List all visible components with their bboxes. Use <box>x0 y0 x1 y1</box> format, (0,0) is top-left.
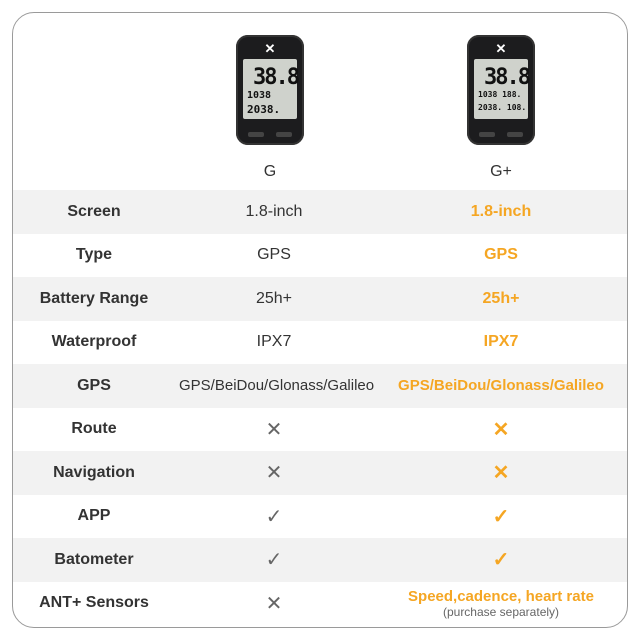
logo-icon: ✕ <box>495 41 507 56</box>
cross-icon: ✕ <box>265 592 283 615</box>
gplus-value: 25h+ <box>482 289 520 307</box>
device-g-image: ✕ 38.8 1038 2038. <box>236 35 304 145</box>
gplus-value: GPS <box>484 246 518 264</box>
gplus-value: Speed,cadence, heart rate (purchase separ… <box>383 588 619 619</box>
cross-icon: ✕ <box>265 462 283 485</box>
g-value: 1.8-inch <box>245 202 303 220</box>
table-row: Screen 1.8-inch 1.8-inch <box>13 190 627 234</box>
feature-label: Waterproof <box>51 333 137 351</box>
g-value: IPX7 <box>256 333 292 351</box>
feature-label: Type <box>75 246 113 264</box>
device-screen: 38.8 1038 2038. <box>243 59 300 119</box>
cross-icon: ✕ <box>492 462 510 485</box>
device-gplus-image: ✕ 38.8 1038 188. 2038. 108. <box>467 35 535 145</box>
feature-label: Navigation <box>53 463 135 481</box>
table-row: Batometer ✓ ✓ <box>13 538 627 582</box>
comparison-card: ✕ 38.8 1038 2038. ✕ 38.8 1038 188. 2038.… <box>12 12 628 628</box>
feature-label: Screen <box>67 202 121 220</box>
table-row: APP ✓ ✓ <box>13 495 627 539</box>
feature-label: ANT+ Sensors <box>39 594 149 612</box>
check-icon: ✓ <box>265 549 283 572</box>
model-name-g: G <box>263 163 277 180</box>
logo-icon: ✕ <box>264 41 276 56</box>
feature-label: Route <box>71 420 117 438</box>
comparison-table: Screen 1.8-inch 1.8-inch Type GPS GPS Battery … <box>13 190 627 625</box>
table-row: ANT+ Sensors ✕ Speed,cadence, heart rate (p… <box>13 582 627 626</box>
g-value: GPS/BeiDou/Glonass/Galileo <box>179 377 375 395</box>
table-row: Battery Range 25h+ 25h+ <box>13 277 627 321</box>
feature-label: GPS <box>77 376 111 394</box>
table-row: Navigation ✕ ✕ <box>13 451 627 495</box>
table-row: Waterproof IPX7 IPX7 <box>13 321 627 365</box>
table-row: Route ✕ ✕ <box>13 408 627 452</box>
feature-label: Battery Range <box>39 289 149 307</box>
gplus-note: (purchase separately) <box>442 604 560 619</box>
feature-label: APP <box>77 507 111 525</box>
cross-icon: ✕ <box>265 418 283 441</box>
g-value: 25h+ <box>255 289 293 307</box>
check-icon: ✓ <box>265 505 283 528</box>
model-name-gplus: G+ <box>490 163 512 180</box>
feature-label: Batometer <box>54 550 134 568</box>
gplus-value: GPS/BeiDou/Glonass/Galileo <box>398 377 604 395</box>
gplus-value: IPX7 <box>483 333 519 351</box>
table-row: Type GPS GPS <box>13 234 627 278</box>
check-icon: ✓ <box>492 505 510 528</box>
device-screen: 38.8 1038 188. 2038. 108. <box>474 59 531 119</box>
table-row: GPS GPS/BeiDou/Glonass/Galileo GPS/BeiDou/… <box>13 364 627 408</box>
g-value: GPS <box>257 246 291 264</box>
cross-icon: ✕ <box>492 418 510 441</box>
check-icon: ✓ <box>492 549 510 572</box>
gplus-value: 1.8-inch <box>470 202 532 220</box>
